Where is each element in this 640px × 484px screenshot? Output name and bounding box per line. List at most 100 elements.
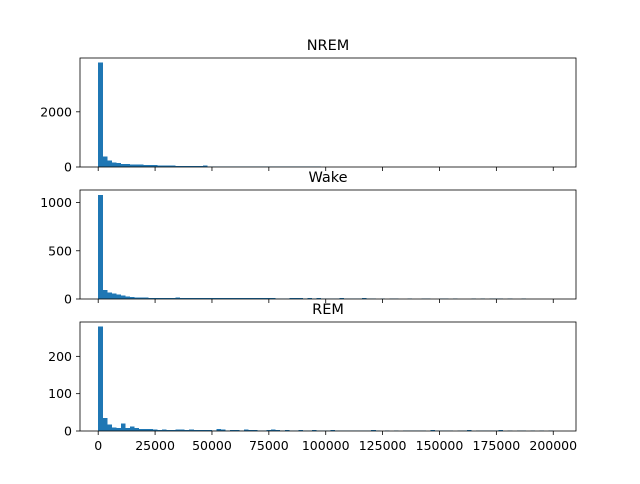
histogram-bar [221, 429, 226, 431]
histogram-bar [257, 298, 263, 299]
histogram-bar [248, 429, 253, 431]
histogram-bar [116, 294, 121, 299]
histogram-bar [184, 429, 190, 431]
y-tick-label: 500 [48, 243, 72, 258]
x-tick-label: 50000 [192, 438, 232, 453]
histogram-bar [284, 429, 290, 431]
histogram-bar [230, 298, 235, 299]
y-tick-label: 2000 [40, 104, 72, 119]
x-tick-label: 100000 [302, 438, 350, 453]
histogram-bar [152, 298, 158, 299]
panel-title: NREM [307, 38, 350, 54]
y-tick-label: 0 [64, 424, 72, 439]
histogram-bar [161, 429, 167, 431]
histogram-bar [161, 298, 167, 299]
histogram-bar [184, 298, 190, 299]
histogram-bar [157, 429, 162, 431]
histogram-bar [166, 429, 172, 431]
x-tick-label: 175000 [473, 438, 521, 453]
histogram-bar [116, 163, 121, 167]
histogram-bar [184, 166, 190, 167]
histogram-bar [216, 298, 222, 299]
histogram-bar [120, 295, 126, 299]
histogram-bar [166, 165, 172, 167]
histogram-bar [175, 429, 181, 431]
panel-title: REM [312, 302, 344, 318]
x-tick-label: 0 [94, 438, 102, 453]
histogram-bar [252, 429, 258, 431]
y-tick-label: 0 [64, 292, 72, 307]
histogram-bar [207, 429, 212, 431]
histogram-bar [143, 165, 149, 167]
y-tick-label: 100 [48, 386, 72, 401]
histogram-bar [189, 166, 194, 167]
x-tick-label: 25000 [135, 438, 175, 453]
panel-rem: 0 100 200 0 25000 50000 75000 100000 125000 15000… [48, 302, 577, 453]
histogram-bar [161, 165, 167, 167]
histogram-bar [98, 194, 103, 299]
histogram-bar [125, 296, 131, 299]
histogram-bar [298, 429, 303, 431]
axes-frame [79, 189, 577, 300]
histogram-bar [330, 429, 335, 431]
histogram-bar [139, 297, 144, 299]
histogram-bar [498, 429, 504, 431]
histogram-bar [171, 429, 176, 431]
histogram-bar [143, 297, 149, 299]
histogram-bar [266, 429, 272, 431]
histogram-bar [171, 165, 176, 167]
histogram-bar [216, 429, 222, 431]
histogram-bar [152, 429, 158, 431]
histogram-bar [275, 429, 281, 431]
histogram-bar [148, 297, 153, 299]
histogram-bar [130, 297, 135, 299]
y-tick-label: 200 [48, 349, 72, 364]
histogram-bar [134, 164, 140, 167]
panel-wake: 0 500 1000 Wake [40, 170, 577, 307]
histogram-bar [175, 165, 181, 167]
histogram-bar [98, 62, 103, 167]
histogram-bar [180, 297, 185, 299]
histogram-bar [134, 428, 140, 431]
histogram-bar [198, 429, 203, 431]
histogram-bar [207, 298, 212, 299]
histogram-bar [180, 429, 185, 431]
histogram-bar [248, 298, 253, 299]
histogram-bar [430, 429, 435, 431]
panel-nrem: 0 2000 NREM [40, 38, 577, 175]
x-tick-label: 75000 [249, 438, 289, 453]
axes-frame [79, 57, 577, 168]
histogram-bar [157, 165, 162, 167]
histogram-bar [371, 429, 376, 431]
histogram-bar [125, 428, 131, 431]
histogram-bar [102, 156, 108, 167]
histogram-bar [134, 297, 140, 299]
panel-title: Wake [308, 170, 347, 186]
histogram-bar [171, 298, 176, 299]
histogram-bar [271, 429, 276, 431]
histogram-bar [234, 429, 240, 431]
histogram-bar [148, 165, 153, 167]
histogram-bar [107, 160, 112, 167]
histogram-bar [293, 298, 299, 299]
histogram-bar [120, 423, 126, 431]
histogram-bar [157, 298, 162, 299]
histogram-bar [189, 429, 194, 431]
histogram-bar [466, 429, 472, 431]
histogram-bar [230, 429, 235, 431]
histogram-bar [111, 427, 117, 431]
histogram-bar [193, 166, 199, 167]
histogram-bar [111, 162, 117, 167]
y-tick-label: 1000 [40, 195, 72, 210]
histogram-bar [193, 298, 199, 299]
histogram-bar [139, 164, 144, 167]
histogram-bar [107, 292, 112, 299]
histogram-bar [152, 165, 158, 167]
x-tick-label: 150000 [416, 438, 464, 453]
histogram-bar [116, 428, 121, 431]
x-tick-label: 125000 [359, 438, 407, 453]
histogram-bar [98, 326, 103, 431]
histogram-bar [243, 429, 249, 431]
axes-frame [79, 321, 577, 432]
